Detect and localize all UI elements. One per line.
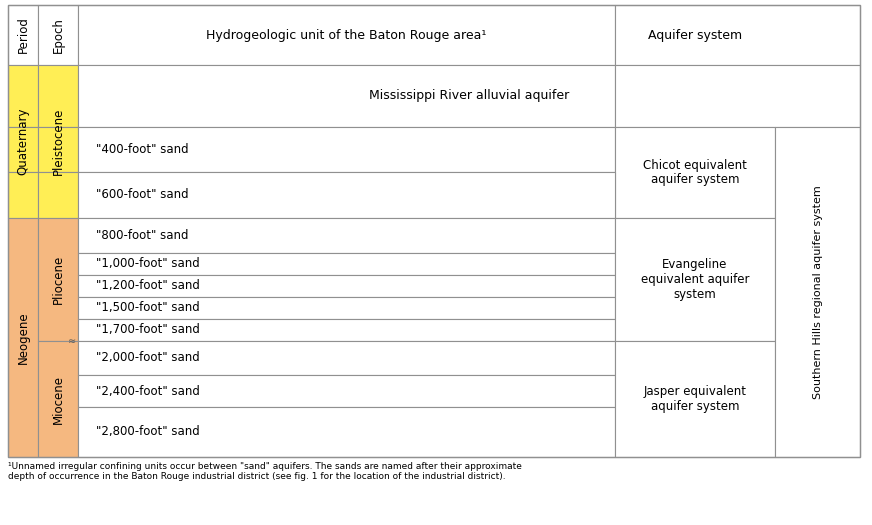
Bar [38, 218, 78, 341]
Text: Mississippi River alluvial aquifer: Mississippi River alluvial aquifer [369, 89, 569, 102]
Bar [78, 319, 615, 341]
Bar [8, 65, 38, 127]
Text: "1,000-foot" sand: "1,000-foot" sand [96, 257, 200, 270]
Text: "2,000-foot" sand: "2,000-foot" sand [96, 352, 200, 364]
Text: Quaternary: Quaternary [17, 108, 30, 175]
Bar [38, 5, 78, 65]
Bar [8, 5, 860, 457]
Bar [78, 407, 615, 457]
Bar [38, 341, 78, 457]
Text: Neogene: Neogene [17, 311, 30, 364]
Bar [78, 375, 615, 407]
Text: Miocene: Miocene [51, 374, 65, 424]
Text: Chicot equivalent
aquifer system: Chicot equivalent aquifer system [643, 159, 747, 186]
Bar [8, 218, 38, 457]
Text: "2,400-foot" sand: "2,400-foot" sand [96, 384, 200, 397]
Text: ¹Unnamed irregular confining units occur between "sand" aquifers. The sands are : ¹Unnamed irregular confining units occur… [8, 462, 521, 481]
Bar [78, 5, 615, 65]
Text: Pleistocene: Pleistocene [51, 108, 65, 175]
Text: "2,800-foot" sand: "2,800-foot" sand [96, 425, 200, 438]
Bar [775, 127, 860, 457]
Text: "1,200-foot" sand: "1,200-foot" sand [96, 279, 200, 292]
Text: Pliocene: Pliocene [51, 255, 65, 304]
Text: Hydrogeologic unit of the Baton Rouge area¹: Hydrogeologic unit of the Baton Rouge ar… [207, 28, 487, 41]
Bar [8, 127, 38, 172]
Bar [615, 65, 860, 127]
Bar [78, 127, 615, 172]
Text: Evangeline
equivalent aquifer
system: Evangeline equivalent aquifer system [641, 258, 749, 301]
Bar [78, 65, 615, 127]
Bar [78, 341, 615, 375]
Bar [78, 253, 615, 275]
Text: Southern Hills regional aquifer system: Southern Hills regional aquifer system [813, 185, 822, 399]
Bar [78, 218, 615, 253]
Text: ≈: ≈ [68, 336, 76, 346]
Bar [615, 218, 775, 341]
Bar [78, 275, 615, 297]
Bar [38, 172, 78, 218]
Bar [78, 297, 615, 319]
Bar [615, 5, 860, 65]
Text: "400-foot" sand: "400-foot" sand [96, 143, 188, 156]
Bar [8, 172, 38, 218]
Text: "800-foot" sand: "800-foot" sand [96, 229, 188, 242]
Text: "1,500-foot" sand: "1,500-foot" sand [96, 301, 200, 314]
Bar [38, 65, 78, 127]
Bar [615, 341, 775, 457]
Bar [615, 127, 775, 218]
Text: "1,700-foot" sand: "1,700-foot" sand [96, 323, 200, 337]
Bar [78, 172, 615, 218]
Text: Jasper equivalent
aquifer system: Jasper equivalent aquifer system [644, 385, 746, 413]
Text: Aquifer system: Aquifer system [648, 28, 742, 41]
Text: Epoch: Epoch [51, 17, 65, 53]
Bar [8, 5, 38, 65]
Bar [38, 127, 78, 172]
Text: Period: Period [17, 17, 30, 54]
Text: "600-foot" sand: "600-foot" sand [96, 188, 188, 202]
